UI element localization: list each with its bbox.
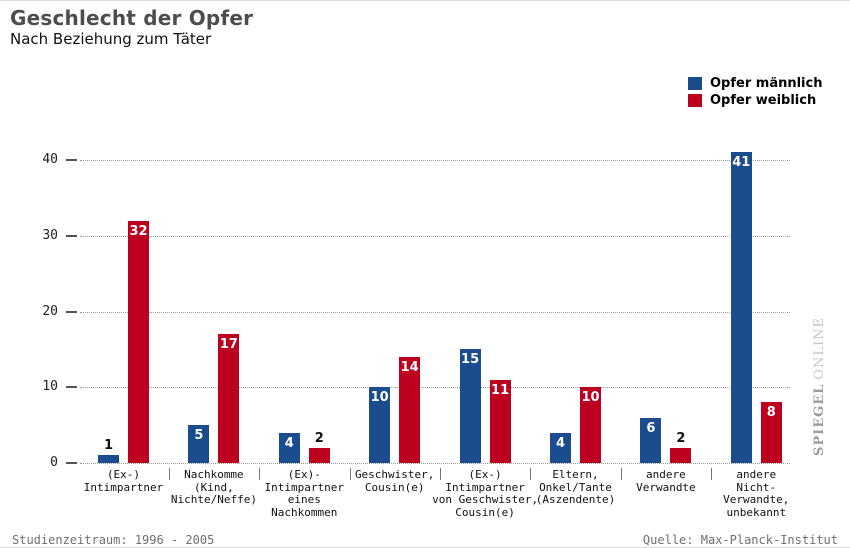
footer-source: Quelle: Max-Planck-Institut — [642, 533, 838, 547]
bar-value-male-1: 1 — [103, 438, 114, 454]
y-axis-label-40: 40 — [42, 152, 58, 167]
category-separator-6 — [620, 468, 622, 480]
footer-study-period: Studienzeitraum: 1996 - 2005 — [12, 533, 215, 547]
y-axis-label-10: 10 — [42, 379, 58, 395]
bar-female-5 — [489, 379, 511, 463]
legend-swatch-female — [688, 94, 702, 107]
y-axis-tick-20 — [66, 310, 77, 313]
y-axis-label-20: 20 — [42, 303, 58, 319]
bar-male-2 — [188, 425, 210, 463]
chart-title: Geschlecht der Opfer — [10, 6, 254, 30]
gridline-30 — [80, 235, 790, 237]
y-axis-tick-0 — [66, 462, 77, 464]
bar-female-4 — [399, 356, 421, 463]
bar-female-2 — [218, 334, 240, 463]
legend: Opfer männlich Opfer weiblich — [688, 75, 822, 109]
x-axis-label-2: Nachkomme (Kind, Nichte/Neffe) — [170, 468, 257, 506]
bar-male-3 — [278, 432, 300, 463]
legend-label-female: Opfer weiblich — [710, 92, 817, 108]
bar-value-female-8: 8 — [766, 405, 776, 421]
bar-value-male-8: 41 — [732, 155, 751, 171]
x-axis-label-1: (Ex-) Intimpartner — [83, 468, 164, 494]
category-separator-1 — [168, 468, 170, 480]
legend-swatch-male — [688, 77, 702, 90]
legend-row-female: Opfer weiblich — [688, 92, 822, 109]
category-separator-4 — [439, 468, 441, 480]
bar-value-male-6: 4 — [555, 435, 566, 451]
y-axis-tick-10 — [66, 386, 77, 389]
bar-value-male-5: 15 — [461, 352, 480, 368]
bar-female-1 — [128, 220, 149, 463]
category-separator-5 — [530, 468, 532, 480]
category-separator-2 — [259, 468, 261, 480]
x-axis-label-7: andere Verwandte — [636, 468, 696, 494]
x-axis-label-3: (Ex)- Intimpartner eines Nachkommen — [264, 468, 345, 519]
bar-male-8 — [730, 152, 752, 463]
x-axis-label-5: (Ex-) Intimpartner von Geschwister, Cous… — [432, 468, 539, 519]
chart-subtitle: Nach Beziehung zum Täter — [10, 30, 212, 48]
x-axis-label-4: Geschwister, Cousin(e) — [354, 468, 435, 494]
bar-value-male-4: 10 — [370, 390, 389, 406]
y-axis-label-0: 0 — [50, 455, 58, 470]
bar-female-7 — [670, 447, 692, 463]
bar-value-male-2: 5 — [194, 428, 204, 444]
x-axis-label-8: andere Nicht- Verwandte, unbekannt — [723, 468, 790, 519]
bar-value-female-1: 32 — [129, 223, 148, 239]
bar-female-6 — [580, 387, 601, 463]
bar-value-female-5: 11 — [491, 382, 510, 398]
y-axis-tick-40 — [66, 159, 77, 161]
bar-value-male-7: 6 — [646, 420, 656, 436]
watermark-brand: SPIEGEL — [812, 383, 827, 456]
bar-value-female-3: 2 — [314, 430, 324, 446]
legend-row-male: Opfer männlich — [688, 75, 822, 92]
bar-male-7 — [640, 417, 662, 463]
bar-male-4 — [369, 387, 391, 463]
watermark-suffix: ONLINE — [812, 317, 827, 380]
category-separator-3 — [349, 468, 351, 480]
bar-male-6 — [550, 432, 571, 463]
bar-value-female-7: 2 — [676, 430, 686, 446]
y-axis-label-30: 30 — [42, 227, 58, 243]
bar-value-female-6: 10 — [581, 390, 600, 406]
bar-female-8 — [760, 402, 782, 463]
x-axis-label-6: Eltern, Onkel/Tante (Aszendente) — [535, 468, 616, 506]
gridline-10 — [80, 387, 790, 389]
bar-value-male-3: 4 — [284, 435, 294, 451]
y-axis-tick-30 — [66, 234, 77, 237]
bar-female-3 — [308, 447, 330, 463]
bar-male-5 — [459, 349, 481, 463]
bar-value-female-4: 14 — [400, 359, 419, 375]
gridline-40 — [80, 160, 790, 161]
gridline-0 — [80, 463, 790, 464]
legend-label-male: Opfer männlich — [710, 75, 823, 91]
bar-male-1 — [98, 455, 119, 463]
watermark: SPIEGEL ONLINE — [812, 317, 830, 456]
gridline-20 — [80, 311, 790, 313]
category-separator-7 — [711, 468, 713, 480]
bar-value-female-2: 17 — [219, 337, 238, 353]
